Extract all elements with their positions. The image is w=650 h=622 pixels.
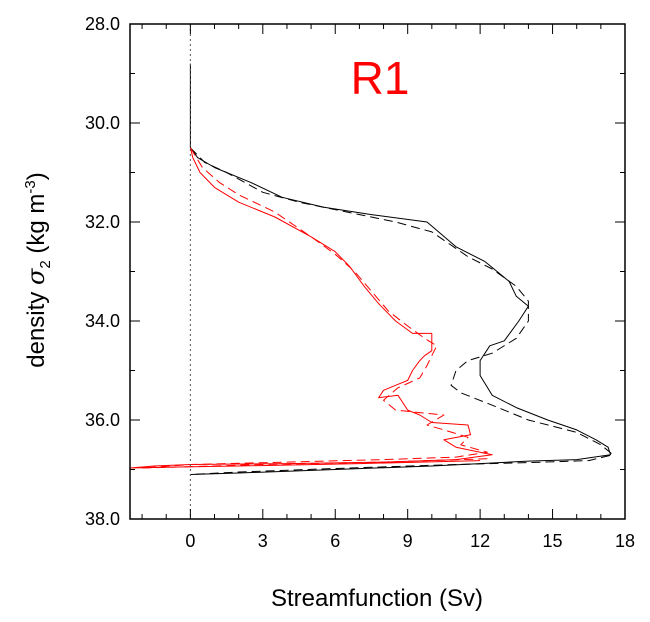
x-tick-label: 3 (258, 531, 268, 551)
y-tick-label: 30.0 (85, 113, 120, 133)
axis-ticks (130, 23, 626, 520)
series-line-black-solid (189, 63, 611, 475)
series-line-red-dashed (141, 147, 493, 469)
series-line-red-solid (129, 147, 493, 469)
y-axis-title-units: (kg m (23, 194, 50, 261)
y-tick-label: 28.0 (85, 14, 120, 34)
x-tick-label: 12 (470, 531, 490, 551)
series-line-black-dashed (190, 147, 614, 475)
y-tick-label: 38.0 (85, 509, 120, 529)
y-axis-title-units-close: ) (23, 172, 50, 180)
y-axis-title-symbol: σ (22, 268, 50, 285)
series-layer (129, 63, 614, 475)
y-axis-title-superscript: -3 (22, 180, 39, 193)
tick-labels: 0 3 6 9 12 15 18 28.0 30.0 32.0 34.0 36.0 38.0 (85, 14, 635, 551)
y-tick-label: 34.0 (85, 311, 120, 331)
y-axis-title-prefix: density (23, 285, 50, 368)
y-tick-label: 36.0 (85, 410, 120, 430)
x-axis-title: Streamfunction (Sv) (271, 585, 483, 612)
panel-label: R1 (351, 52, 410, 104)
y-axis-title: density σ2 (kg m-3) (22, 172, 54, 367)
x-tick-label: 0 (185, 531, 195, 551)
x-tick-label: 18 (615, 531, 635, 551)
x-tick-label: 9 (403, 531, 413, 551)
y-axis-title-subscript: 2 (37, 260, 54, 268)
y-tick-label: 32.0 (85, 212, 120, 232)
x-tick-label: 15 (543, 531, 563, 551)
x-tick-label: 6 (330, 531, 340, 551)
